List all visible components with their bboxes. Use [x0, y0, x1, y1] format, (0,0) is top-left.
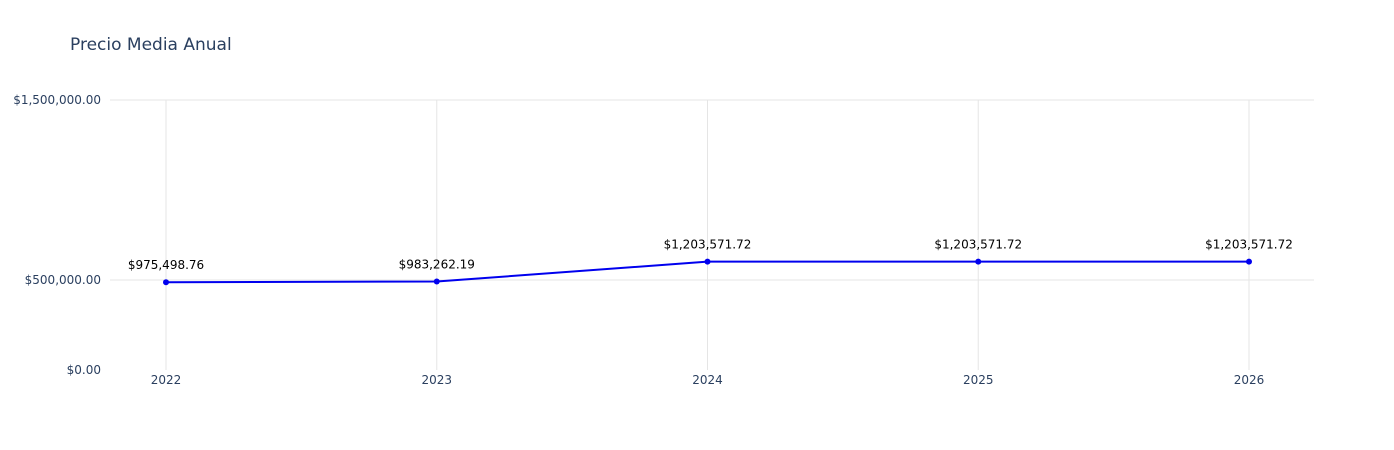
series-layer [163, 258, 1252, 286]
data-label: $1,203,571.72 [934, 238, 1022, 252]
data-point [433, 278, 440, 285]
data-point [1246, 258, 1252, 265]
data-label: $1,203,571.72 [664, 238, 752, 252]
data-label: $983,262.19 [399, 258, 475, 272]
x-tick-label: 2022 [151, 373, 182, 387]
axis-layer: 2022 2023 2024 2025 2026 $0.00 $500,000.00 $1,5… [13, 93, 1264, 387]
data-label: $975,498.76 [128, 258, 204, 272]
y-tick-label: $0.00 [67, 363, 101, 377]
data-point [704, 258, 711, 265]
y-tick-label: $1,500,000.00 [13, 93, 101, 107]
y-tick-label: $500,000.00 [25, 273, 101, 287]
x-tick-label: 2025 [963, 373, 994, 387]
label-layer: $975,498.76 $983,262.19 $1,203,571.72 $1,20… [128, 238, 1293, 273]
x-tick-label: 2023 [421, 373, 452, 387]
chart-title: Precio Media Anual [70, 35, 232, 55]
data-point [975, 258, 982, 265]
x-tick-label: 2024 [692, 373, 723, 387]
data-label: $1,203,571.72 [1205, 238, 1293, 252]
data-point [163, 279, 169, 286]
grid-layer [110, 99, 1314, 370]
x-tick-label: 2026 [1234, 373, 1265, 387]
